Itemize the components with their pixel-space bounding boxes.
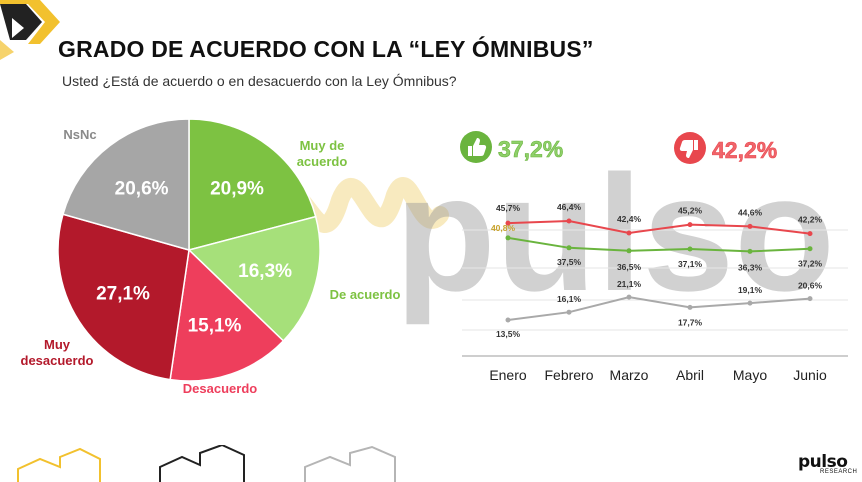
line-data-label: 45,7%	[496, 203, 521, 213]
line-data-label: 19,1%	[738, 285, 763, 295]
line-point	[626, 230, 632, 236]
line-data-label: 20,6%	[798, 281, 823, 291]
pulso-logo: pulso RESEARCH	[798, 452, 858, 478]
line-point	[505, 317, 511, 323]
pie-slice-muy-desacuerdo	[57, 213, 190, 381]
pie-value-label: 16,3%	[238, 261, 292, 282]
line-point	[566, 218, 572, 224]
page-subtitle: Usted ¿Está de acuerdo o en desacuerdo c…	[62, 73, 457, 89]
line-point	[505, 235, 511, 241]
x-tick-label: Junio	[793, 367, 827, 383]
brand-word: pulso	[798, 452, 848, 472]
agree-value: 37,2%	[498, 136, 563, 162]
line-data-label: 36,5%	[617, 262, 642, 272]
pie-slice-desacuerdo	[169, 248, 285, 382]
line-point	[566, 309, 572, 315]
pie-slice-de-acuerdo	[187, 215, 321, 342]
pie-category-label: Desacuerdo	[183, 381, 257, 396]
pie-value-label: 15,1%	[188, 315, 242, 336]
pie-slice-muy-de-acuerdo	[188, 118, 317, 251]
page-title: GRADO DE ACUERDO CON LA “LEY ÓMNIBUS”	[58, 36, 594, 62]
line-data-label: 21,1%	[617, 279, 642, 289]
line-data-label: 37,2%	[798, 259, 823, 269]
x-tick-label: Mayo	[733, 367, 767, 383]
line-point	[807, 231, 813, 237]
line-series-2	[507, 296, 811, 321]
line-data-label: 40,8%	[491, 223, 516, 233]
line-data-label: 45,2%	[678, 206, 703, 216]
line-point	[687, 246, 693, 252]
line-point	[687, 222, 693, 228]
agree-summary: 37,2%	[460, 131, 564, 163]
line-point	[747, 300, 753, 306]
line-data-label: 37,5%	[557, 257, 582, 267]
line-point	[566, 245, 572, 251]
line-data-label: 17,7%	[678, 317, 703, 327]
line-series-1	[507, 236, 811, 253]
x-tick-label: Abril	[676, 367, 704, 383]
pie-category-label: Muy desacuerdo	[21, 337, 94, 368]
skyline-decoration	[17, 445, 396, 482]
line-point	[687, 304, 693, 310]
disagree-summary: 42,2%	[674, 132, 778, 164]
pie-value-label: 20,6%	[115, 178, 169, 199]
line-data-label: 46,4%	[557, 202, 582, 212]
line-point	[626, 248, 632, 254]
line-data-label: 44,6%	[738, 207, 763, 217]
pie-category-label: NsNc	[63, 127, 96, 142]
line-data-label: 42,2%	[798, 215, 823, 225]
line-point	[747, 248, 753, 254]
x-tick-label: Enero	[489, 367, 527, 383]
brand-sub: RESEARCH	[820, 469, 858, 475]
line-point	[807, 246, 813, 252]
disagree-value: 42,2%	[712, 137, 777, 163]
pie-slice-nsnc	[62, 118, 190, 251]
pie-value-label: 27,1%	[96, 284, 150, 305]
line-data-label: 37,1%	[678, 259, 703, 269]
x-tick-label: Marzo	[610, 367, 649, 383]
line-series-0	[507, 219, 811, 235]
line-data-label: 13,5%	[496, 329, 521, 339]
pie-value-label: 20,9%	[210, 179, 264, 200]
line-point	[505, 220, 511, 226]
line-data-label: 42,4%	[617, 214, 642, 224]
line-data-label: 16,1%	[557, 294, 582, 304]
pie-category-label: Muy de acuerdo	[297, 138, 348, 169]
line-data-label: 36,3%	[738, 262, 763, 272]
line-point	[747, 223, 753, 229]
corner-logo	[0, 0, 60, 60]
line-point	[807, 296, 813, 302]
pie-category-label: De acuerdo	[330, 287, 401, 302]
x-tick-label: Febrero	[544, 367, 593, 383]
line-point	[626, 294, 632, 300]
